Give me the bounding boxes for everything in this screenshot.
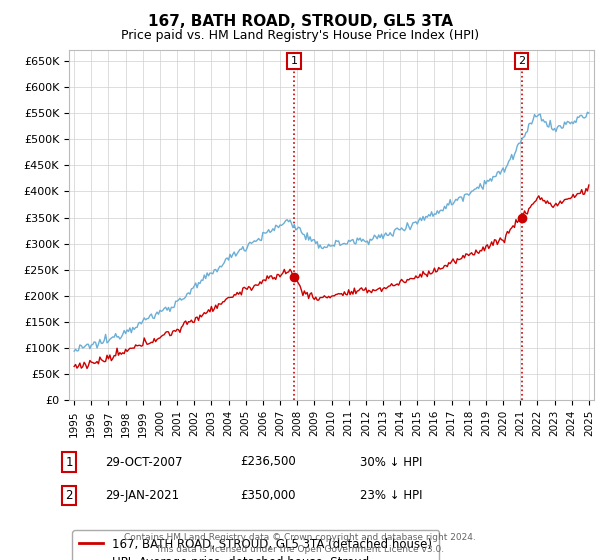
- Text: 2: 2: [518, 56, 525, 66]
- Text: £236,500: £236,500: [240, 455, 296, 469]
- Text: 29-JAN-2021: 29-JAN-2021: [105, 489, 179, 502]
- Text: 30% ↓ HPI: 30% ↓ HPI: [360, 455, 422, 469]
- Text: Price paid vs. HM Land Registry's House Price Index (HPI): Price paid vs. HM Land Registry's House …: [121, 29, 479, 42]
- Text: 167, BATH ROAD, STROUD, GL5 3TA: 167, BATH ROAD, STROUD, GL5 3TA: [148, 14, 452, 29]
- Text: 29-OCT-2007: 29-OCT-2007: [105, 455, 182, 469]
- Text: 1: 1: [291, 56, 298, 66]
- Legend: 167, BATH ROAD, STROUD, GL5 3TA (detached house), HPI: Average price, detached h: 167, BATH ROAD, STROUD, GL5 3TA (detache…: [72, 530, 439, 560]
- Text: 1: 1: [65, 455, 73, 469]
- Text: 2: 2: [65, 489, 73, 502]
- Text: £350,000: £350,000: [240, 489, 296, 502]
- Text: 23% ↓ HPI: 23% ↓ HPI: [360, 489, 422, 502]
- Text: Contains HM Land Registry data © Crown copyright and database right 2024.
This d: Contains HM Land Registry data © Crown c…: [124, 533, 476, 554]
